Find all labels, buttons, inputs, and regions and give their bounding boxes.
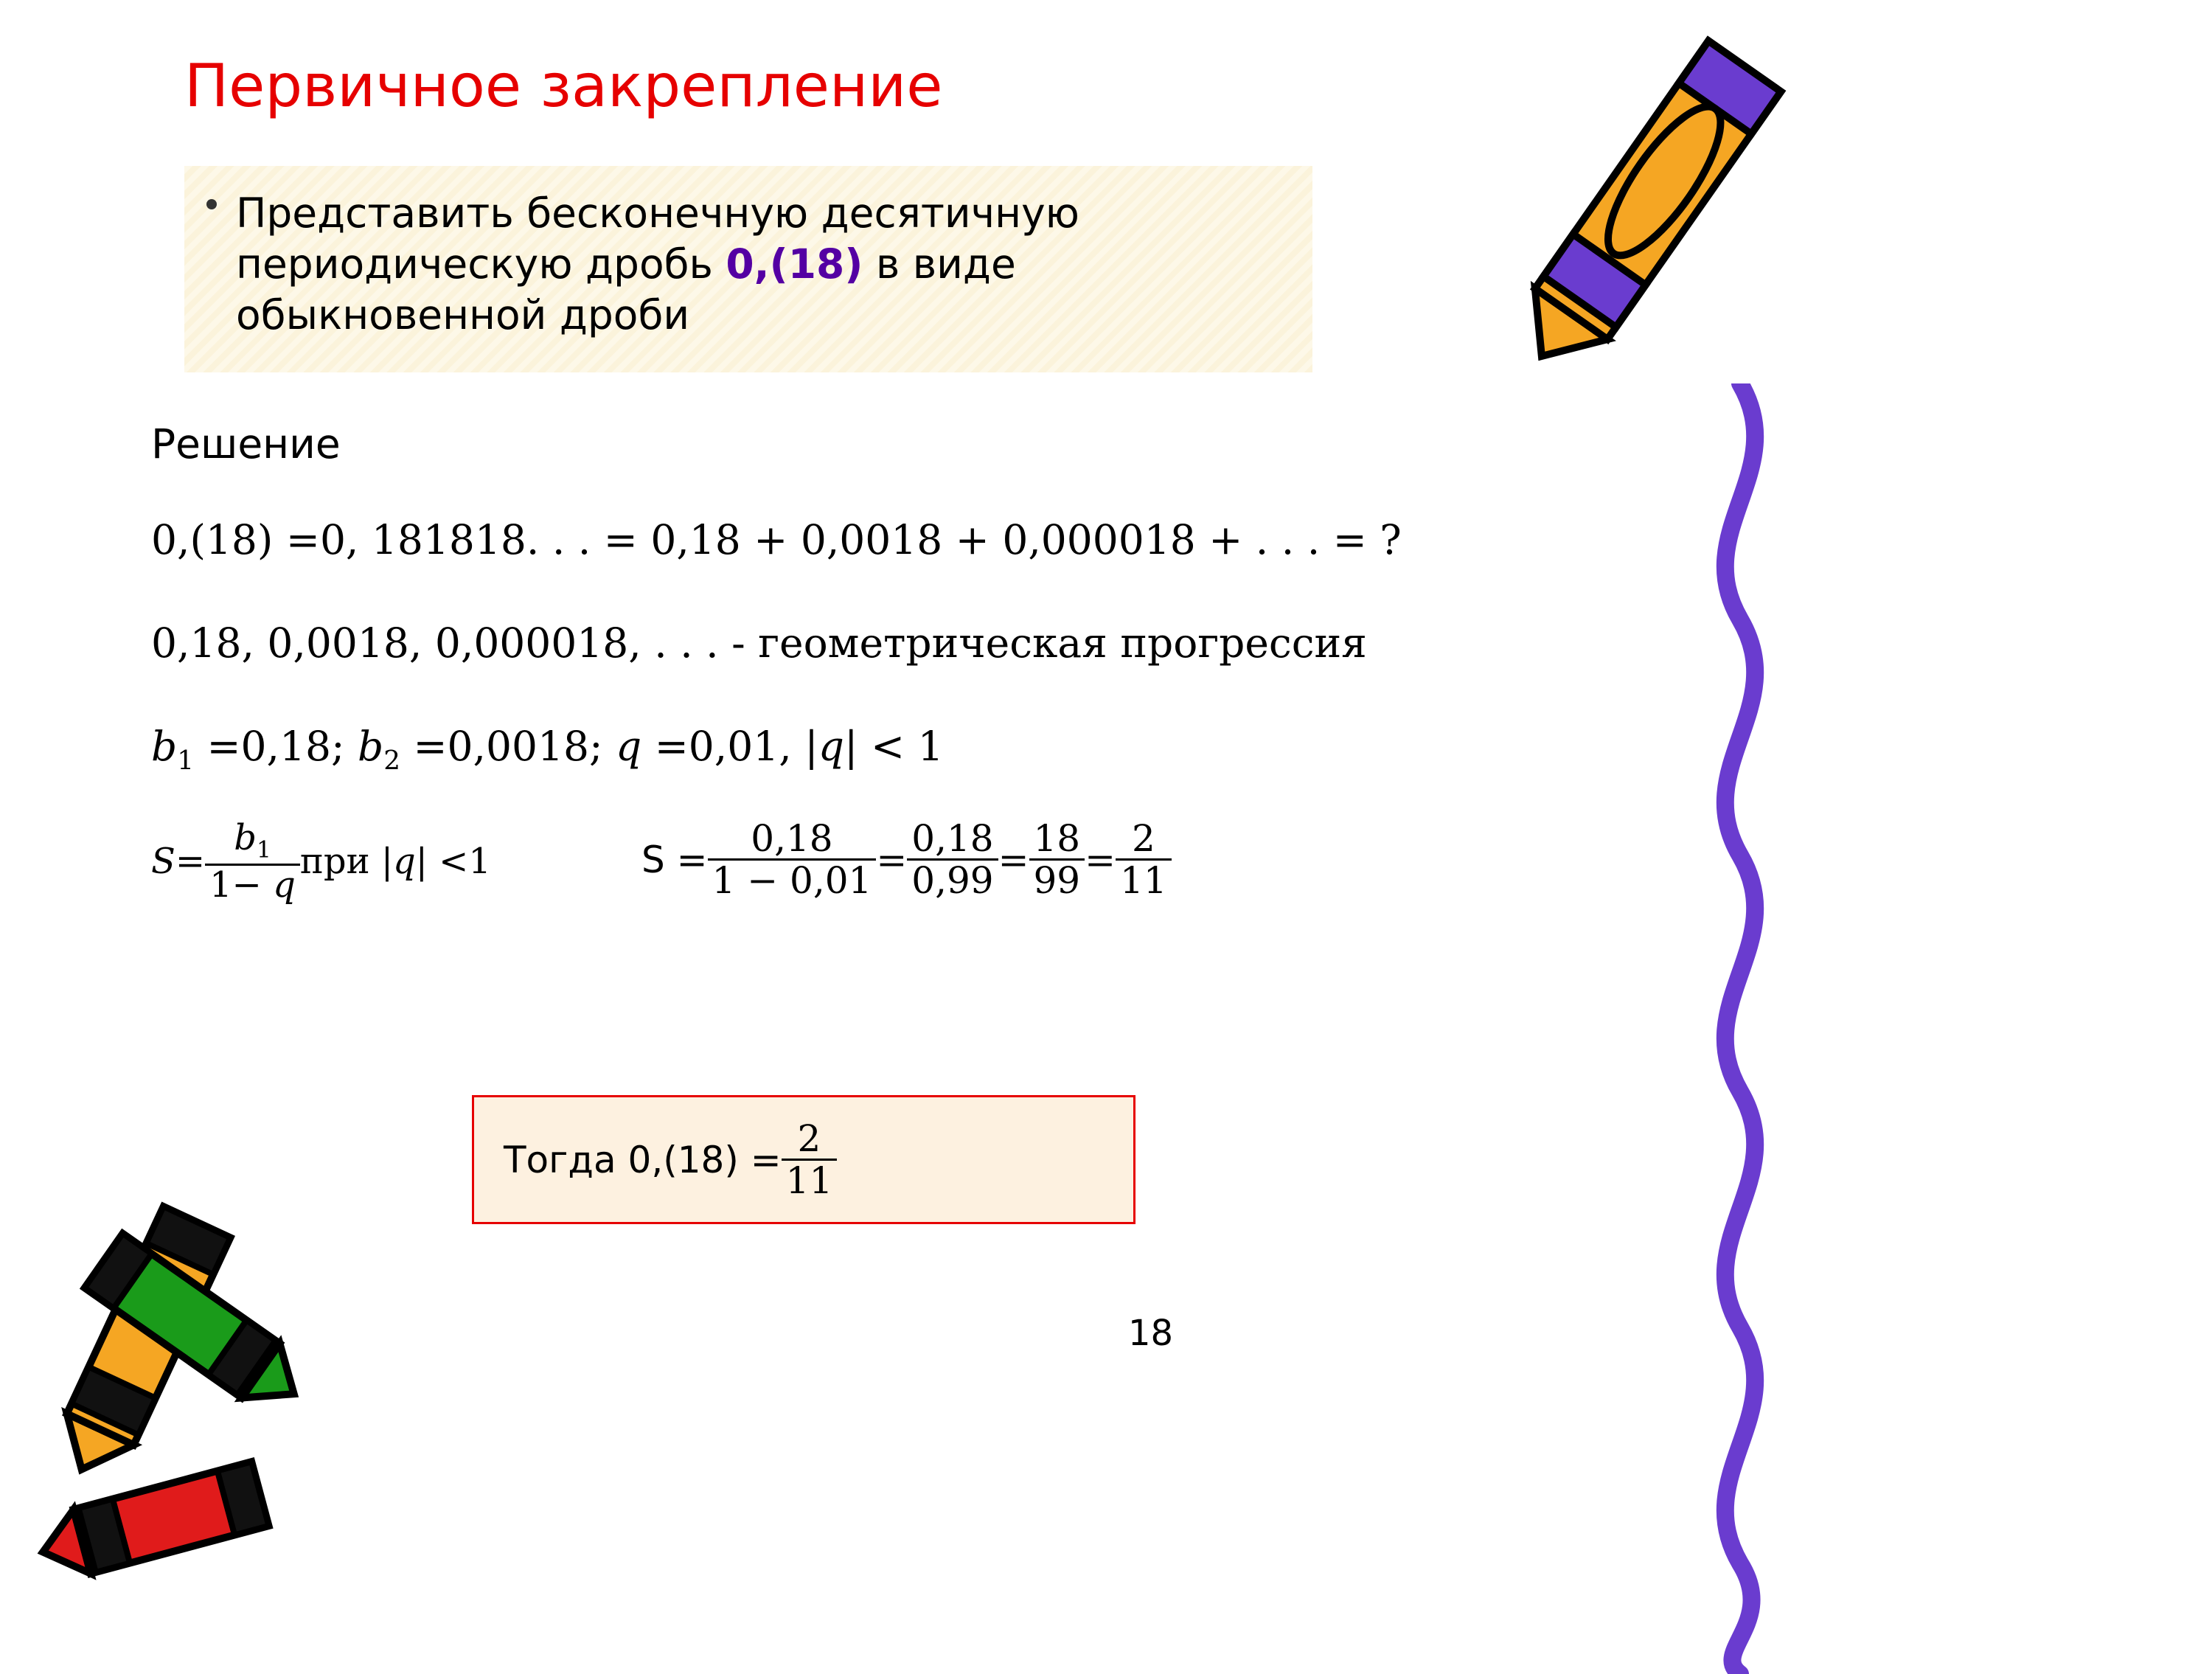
b1-var: b — [151, 723, 177, 770]
q-end: | < 1 — [844, 723, 944, 770]
frac-step-2: 0,18 0,99 — [907, 819, 998, 900]
frac-num-var: b — [234, 817, 257, 858]
f3-den: 99 — [1029, 861, 1085, 900]
squiggle-icon — [1666, 383, 1814, 1674]
frac-step-1: 0,18 1 − 0,01 — [708, 819, 877, 900]
frac-num-sub: 1 — [257, 837, 271, 864]
f1-den: 1 − 0,01 — [708, 861, 877, 900]
frac-b1-over-1mq: b1 1− q — [205, 819, 300, 904]
f1-num: 0,18 — [746, 819, 837, 858]
b1-sub: 1 — [177, 746, 194, 776]
eq-3: = — [998, 838, 1029, 881]
task-box: Представить бесконечную десятичную перио… — [184, 166, 1312, 372]
answer-frac: 2 11 — [782, 1119, 838, 1201]
ans-den: 11 — [782, 1161, 838, 1201]
frac-den-q: q — [273, 864, 296, 906]
formula-s-definition: S = b1 1− q при |q| <1 — [151, 819, 491, 904]
q-val: =0,01, | — [641, 723, 818, 770]
f2-den: 0,99 — [907, 861, 998, 900]
equation-line-1: 0,(18) =0, 181818. . . = 0,18 + 0,0018 +… — [151, 516, 1402, 563]
eq-4: = — [1085, 838, 1116, 881]
frac-den-minus: − — [232, 864, 262, 906]
b2-sub: 2 — [383, 746, 400, 776]
f3-num: 18 — [1029, 819, 1085, 858]
eq-sign-1: = — [175, 841, 205, 882]
s-var: S — [151, 841, 175, 882]
crayon-icon — [1497, 0, 1806, 406]
b2-var: b — [358, 723, 383, 770]
cond-pre: при | — [300, 841, 393, 882]
equation-line-3: b1 =0,18; b2 =0,0018; q =0,01, |q| < 1 — [151, 723, 944, 776]
solution-label: Решение — [151, 420, 341, 468]
answer-box: Тогда 0,(18) = 2 11 — [472, 1095, 1135, 1224]
task-highlight: 0,(18) — [726, 240, 863, 288]
f4-num: 2 — [1127, 819, 1160, 858]
answer-text: Тогда 0,(18) = — [504, 1139, 782, 1181]
crayons-icon — [0, 1165, 465, 1667]
page-number: 18 — [1128, 1313, 1173, 1354]
q-var2: q — [818, 723, 844, 770]
q-var: q — [616, 723, 641, 770]
b1-val: =0,18; — [194, 723, 358, 770]
bullet-icon — [206, 199, 217, 209]
frac-step-3: 18 99 — [1029, 819, 1085, 900]
frac-step-4: 2 11 — [1116, 819, 1172, 900]
frac-den-1: 1 — [209, 864, 232, 906]
s-lead: S = — [641, 838, 708, 881]
task-text: Представить бесконечную десятичную перио… — [236, 188, 1290, 340]
cond-q: q — [393, 841, 416, 882]
slide-title: Первичное закрепление — [184, 52, 943, 120]
ans-num: 2 — [793, 1119, 826, 1159]
equation-line-2: 0,18, 0,0018, 0,000018, . . . - геометри… — [151, 619, 1367, 667]
f4-den: 11 — [1116, 861, 1172, 900]
formula-s-compute: S = 0,18 1 − 0,01 = 0,18 0,99 = 18 99 = … — [641, 819, 1172, 900]
eq-2: = — [876, 838, 907, 881]
cond-post: | <1 — [416, 841, 491, 882]
b2-val: =0,0018; — [400, 723, 616, 770]
f2-num: 0,18 — [907, 819, 998, 858]
